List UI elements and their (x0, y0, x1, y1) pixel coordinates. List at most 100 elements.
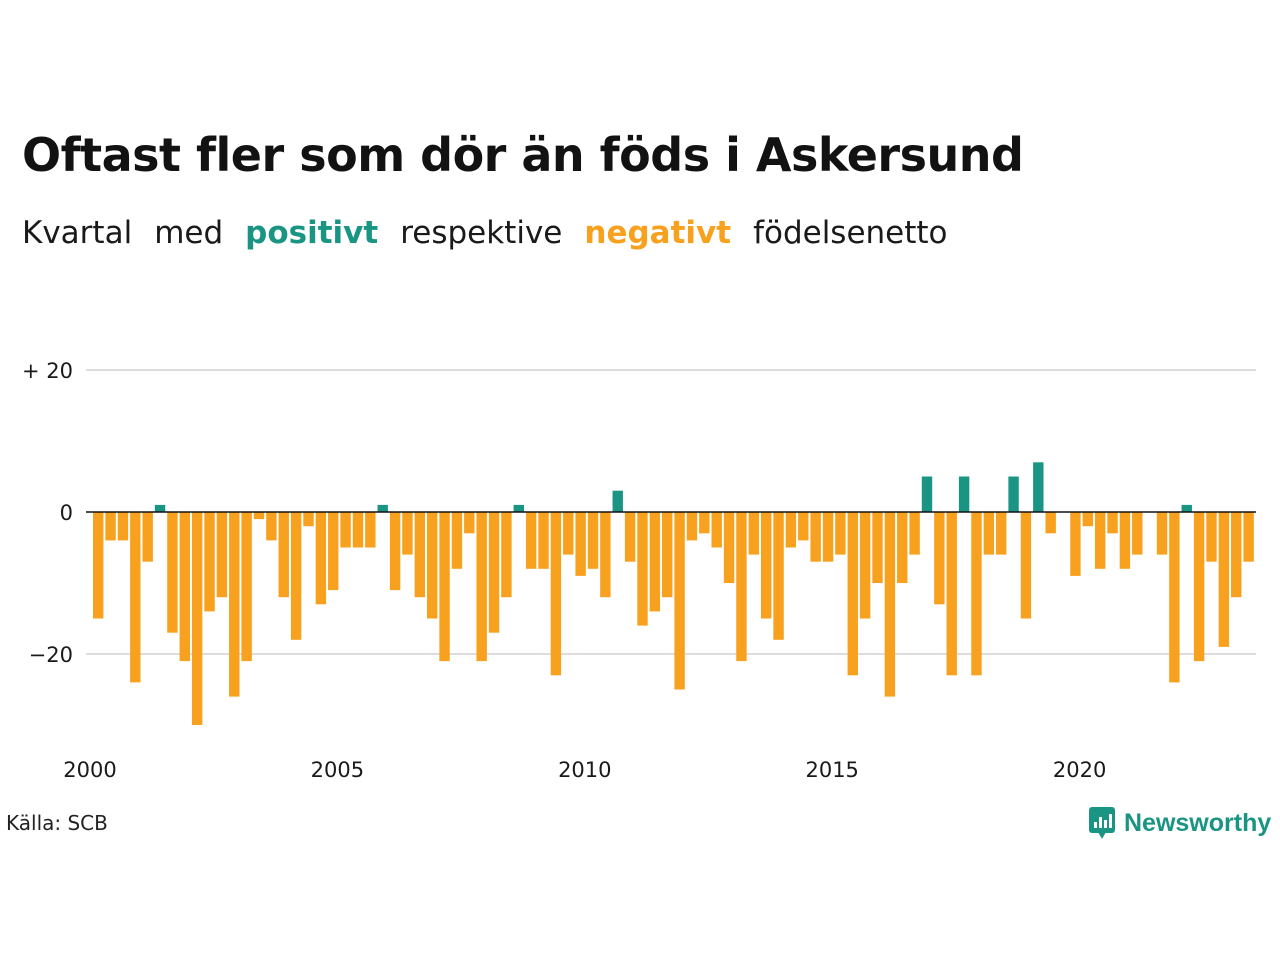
bar (352, 512, 364, 548)
bar (971, 512, 982, 676)
bar (1206, 512, 1217, 562)
bar (154, 504, 166, 512)
bar (538, 512, 549, 569)
newsworthy-logo-icon (1089, 807, 1115, 839)
bar (958, 476, 970, 512)
bar (513, 504, 524, 512)
bar (996, 512, 1007, 555)
bar (847, 512, 858, 676)
bar (501, 512, 512, 598)
source-note: Källa: SCB (6, 811, 108, 835)
x-tick-label: 2005 (311, 758, 364, 782)
subtitle-negative-label: negativt (584, 215, 732, 251)
bar (686, 512, 698, 541)
y-tick-label: 0 (60, 501, 73, 525)
bar (587, 512, 599, 569)
brand-logo: Newsworthy (1088, 803, 1271, 843)
bar (563, 512, 574, 555)
bar (117, 512, 129, 541)
y-tick-label: −20 (29, 643, 73, 667)
subtitle-word-quarter: Kvartal (22, 215, 133, 251)
bar (1132, 512, 1143, 555)
bar (921, 476, 933, 512)
bar (1094, 512, 1106, 569)
bar (946, 512, 957, 676)
bar (229, 512, 240, 697)
bar (835, 512, 846, 555)
bar (575, 512, 586, 576)
bar (328, 512, 339, 591)
bar (216, 512, 228, 598)
x-tick-label: 2020 (1053, 758, 1106, 782)
bar (1082, 512, 1093, 527)
bar (130, 512, 141, 683)
bar (142, 512, 153, 562)
bar (983, 512, 995, 555)
bar (315, 512, 327, 605)
bar (810, 512, 821, 562)
bar (785, 512, 797, 548)
bar (550, 512, 562, 676)
x-tick-label: 2010 (558, 758, 611, 782)
bar (105, 512, 116, 541)
bar (760, 512, 772, 619)
bar (278, 512, 289, 598)
bar (723, 512, 735, 583)
bar (464, 512, 475, 534)
subtitle-word-respectively: respektive (400, 215, 563, 251)
bar (822, 512, 834, 562)
bar-chart: + 20 0 −20 2000 2005 2010 2015 2020 (22, 359, 1256, 782)
bar (167, 512, 178, 633)
x-tick-label: 2000 (63, 758, 116, 782)
bar (377, 504, 388, 512)
x-tick-label: 2015 (805, 758, 858, 782)
bar (179, 512, 190, 662)
bar (476, 512, 487, 662)
bar (290, 512, 302, 640)
bar (266, 512, 277, 541)
bar (414, 512, 426, 598)
bar (303, 512, 314, 527)
bar (600, 512, 611, 598)
bar (365, 512, 376, 548)
bar (93, 512, 104, 619)
bar (662, 512, 673, 598)
bar (1218, 512, 1230, 647)
subtitle-word-birth-net: födelsenetto (753, 215, 948, 251)
bar (439, 512, 450, 662)
chart-title: Oftast fler som dör än föds i Askersund (22, 128, 1024, 182)
bar (1033, 462, 1044, 512)
bar (699, 512, 710, 534)
bar (1193, 512, 1205, 662)
bar (649, 512, 661, 612)
bar (624, 512, 636, 562)
bar (1008, 476, 1019, 512)
bar (1119, 512, 1131, 569)
subtitle-positive-label: positivt (245, 215, 379, 251)
bar (736, 512, 747, 662)
bar (1169, 512, 1180, 683)
bar (1020, 512, 1032, 619)
bar (934, 512, 945, 605)
bar (1156, 512, 1168, 555)
bar (389, 512, 401, 591)
bar (909, 512, 920, 555)
bar (872, 512, 883, 583)
bar (525, 512, 537, 569)
bar (748, 512, 760, 555)
bar (488, 512, 500, 633)
bar (191, 512, 203, 725)
bar (204, 512, 215, 612)
bar (253, 512, 265, 520)
bar (859, 512, 871, 619)
bar (798, 512, 809, 541)
bar (1181, 504, 1192, 512)
bar (884, 512, 896, 697)
brand-name: Newsworthy (1124, 808, 1272, 837)
bar (1045, 512, 1056, 534)
bar (340, 512, 351, 548)
bar (1107, 512, 1118, 534)
bar (1231, 512, 1242, 598)
bar (426, 512, 438, 619)
bar (897, 512, 908, 583)
